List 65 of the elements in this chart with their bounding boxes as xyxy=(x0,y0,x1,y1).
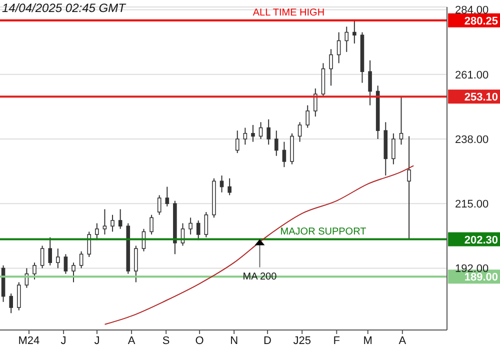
x-tick-label: M24 xyxy=(18,334,40,347)
candlestick xyxy=(165,186,170,207)
ref-line-label: 202.30 xyxy=(464,234,498,246)
candlestick xyxy=(243,127,248,146)
candlestick xyxy=(251,124,255,142)
candlestick xyxy=(266,118,270,146)
chart-title: 14/04/2025 02:45 GMT xyxy=(2,1,126,15)
x-tick-label: A xyxy=(398,334,407,347)
candlestick xyxy=(72,262,76,283)
x-tick-label: F xyxy=(333,334,340,347)
candlestick xyxy=(235,130,240,154)
line-series xyxy=(104,165,414,325)
y-tick-label: 238.00 xyxy=(455,134,489,146)
ref-line-label: 280.25 xyxy=(464,15,498,28)
candlestick xyxy=(95,222,99,241)
candlestick xyxy=(368,60,372,106)
candlestick xyxy=(204,212,208,238)
candlestick xyxy=(274,130,278,156)
x-tick-label: M xyxy=(363,334,372,347)
candlestick xyxy=(298,122,302,142)
candlestick xyxy=(157,194,162,216)
candlestick xyxy=(64,254,68,274)
candlestick xyxy=(392,132,396,165)
annotation: ALL TIME HIGH xyxy=(252,7,325,18)
candlestick xyxy=(40,245,44,269)
candlestick xyxy=(134,245,138,283)
candlestick xyxy=(220,175,224,193)
candlestick xyxy=(118,208,122,230)
candlestick xyxy=(56,248,60,269)
x-tick-label: D xyxy=(264,334,272,347)
candlestick xyxy=(314,88,318,118)
candlestick xyxy=(228,178,232,196)
candlestick xyxy=(282,141,286,168)
candlestick xyxy=(407,136,411,240)
candlestick xyxy=(336,32,341,64)
candlestick xyxy=(352,20,356,44)
y-tick-label: 215.00 xyxy=(455,198,489,211)
candlestick xyxy=(344,26,349,52)
candlestick xyxy=(87,231,92,258)
x-tick-label: A xyxy=(128,334,136,347)
candlestick xyxy=(329,48,333,86)
candlestick xyxy=(196,220,200,241)
candlestick xyxy=(102,208,107,236)
candlestick xyxy=(150,214,154,236)
ref-line-label: 189.00 xyxy=(464,272,498,284)
x-tick-label: S xyxy=(162,334,170,347)
annotation: MAJOR SUPPORT xyxy=(280,226,366,238)
candlestick xyxy=(258,122,263,140)
x-tick-label: J25 xyxy=(293,334,311,347)
candlestick xyxy=(48,236,52,266)
candlestick xyxy=(110,214,114,232)
x-tick-label: J xyxy=(60,334,66,347)
ref-line-label: 253.10 xyxy=(464,92,498,104)
y-tick-label: 261.00 xyxy=(455,69,489,82)
x-tick-label: J xyxy=(94,334,100,347)
candlestick xyxy=(188,217,192,236)
x-tick-label: O xyxy=(195,334,204,347)
candlestick xyxy=(9,292,13,314)
candlestick xyxy=(399,96,404,146)
candlestick xyxy=(32,262,36,280)
candlestick xyxy=(79,250,84,269)
candlestick xyxy=(16,282,21,311)
annotation: MA 200 xyxy=(242,271,278,282)
candlestick xyxy=(306,104,310,128)
x-tick-label: N xyxy=(230,334,238,347)
